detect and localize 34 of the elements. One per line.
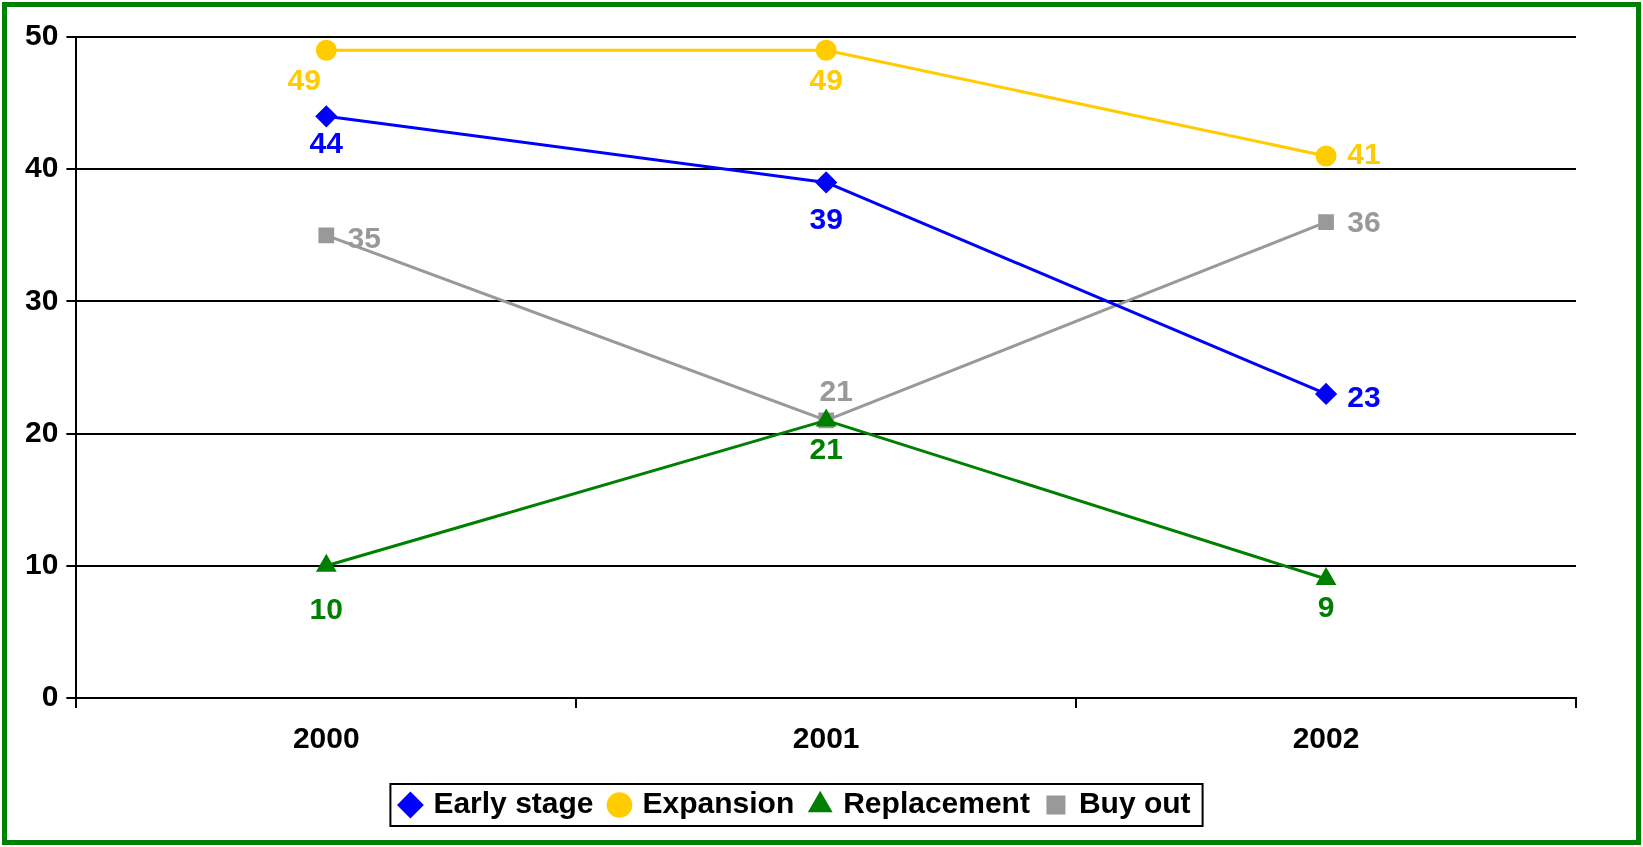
point — [815, 39, 837, 61]
x-tick-label: 2001 — [792, 721, 860, 755]
data-label: 44 — [309, 125, 344, 159]
y-tick-label: 20 — [24, 414, 59, 448]
point — [317, 555, 336, 572]
legend-label: Early stage — [433, 786, 594, 820]
y-tick-label: 40 — [24, 150, 59, 184]
point — [1315, 383, 1337, 405]
data-label: 10 — [309, 592, 343, 626]
legend-label: Replacement — [843, 786, 1030, 820]
data-label: 41 — [1347, 137, 1381, 171]
legend-label: Buy out — [1078, 786, 1191, 820]
point — [318, 227, 335, 244]
y-tick-label: 30 — [24, 282, 59, 316]
y-tick-label: 0 — [41, 679, 59, 713]
data-label: 36 — [1347, 205, 1381, 239]
data-label: 9 — [1317, 590, 1335, 624]
x-tick-label: 2002 — [1292, 721, 1360, 755]
data-label: 39 — [809, 201, 843, 235]
data-label: 21 — [809, 431, 843, 465]
y-tick-label: 10 — [24, 547, 59, 581]
y-tick-label: 50 — [24, 18, 59, 52]
point — [1315, 145, 1337, 167]
point — [1318, 214, 1334, 230]
data-label: 23 — [1347, 380, 1381, 414]
point — [315, 39, 337, 61]
point — [1316, 568, 1336, 586]
point — [315, 105, 337, 127]
point — [815, 171, 837, 193]
data-label: 49 — [287, 63, 321, 97]
x-tick-label: 2000 — [292, 721, 360, 755]
data-label: 21 — [819, 373, 853, 407]
data-label: 49 — [809, 63, 843, 97]
legend-label: Expansion — [642, 786, 795, 820]
